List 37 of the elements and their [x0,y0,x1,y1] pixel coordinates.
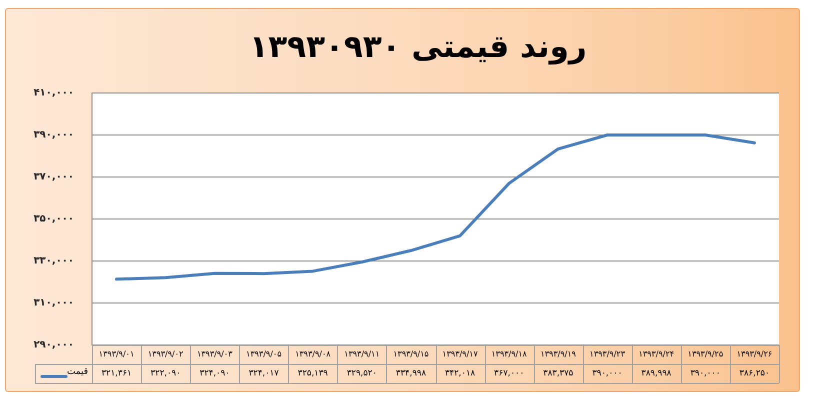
x-tick-label: ۱۳۹۳/۹/۰۲ [148,350,184,359]
x-tick-label: ۱۳۹۳/۹/۰۸ [295,350,332,359]
data-label: ۳۹۰,۰۰۰ [592,368,622,379]
x-tick-label: ۱۳۹۳/۹/۱۷ [442,350,478,359]
data-label: ۳۸۹,۹۹۸ [641,368,672,379]
x-tick-label: ۱۳۹۳/۹/۰۵ [246,350,282,359]
x-tick-label: ۱۳۹۳/۹/۱۱ [344,350,380,359]
data-label: ۳۳۴,۹۹۸ [396,368,426,379]
y-tick-label: ۳۹۰,۰۰۰ [34,130,74,141]
x-tick-label: ۱۳۹۳/۹/۱۹ [540,350,576,359]
y-tick-label: ۴۱۰,۰۰۰ [34,88,74,99]
x-tick-label: ۱۳۹۳/۹/۲۴ [638,350,674,359]
y-tick-label: ۳۷۰,۰۰۰ [34,172,74,183]
data-label: ۳۸۳,۳۷۵ [543,368,574,379]
data-label: ۳۹۰,۰۰۰ [690,368,720,379]
data-label: ۳۴۲,۰۱۸ [444,368,476,379]
chart-title: روند قیمتی ۱۳۹۳۰۹۳۰ [249,29,587,66]
data-label: ۳۲۱,۳۶۱ [101,368,132,379]
x-tick-label: ۱۳۹۳/۹/۰۳ [196,350,234,359]
y-tick-label: ۳۳۰,۰۰۰ [34,256,74,267]
x-tick-label: ۱۳۹۳/۹/۲۳ [590,350,626,359]
x-tick-label: ۱۳۹۳/۹/۲۶ [736,350,772,359]
y-tick-label: ۳۵۰,۰۰۰ [34,214,74,225]
legend-label: قیمت [66,366,88,377]
x-tick-label: ۱۳۹۳/۹/۰۱ [98,350,134,359]
data-label: ۳۲۴,۰۹۰ [200,368,230,379]
y-tick-label: ۳۱۰,۰۰۰ [34,298,74,309]
data-label: ۳۲۹,۵۲۰ [346,368,377,379]
x-tick-label: ۱۳۹۳/۹/۱۵ [393,350,429,359]
data-label: ۳۲۵,۱۳۹ [298,368,328,379]
y-tick-label: ۲۹۰,۰۰۰ [34,340,74,351]
data-label: ۳۲۴,۰۱۷ [248,368,280,379]
x-tick-label: ۱۳۹۳/۹/۱۸ [491,350,528,359]
x-tick-label: ۱۳۹۳/۹/۲۵ [688,350,724,359]
data-label: ۳۶۷,۰۰۰ [494,368,524,379]
data-label: ۳۲۲,۰۹۰ [150,368,181,379]
data-label: ۳۸۶,۲۵۰ [739,368,770,379]
